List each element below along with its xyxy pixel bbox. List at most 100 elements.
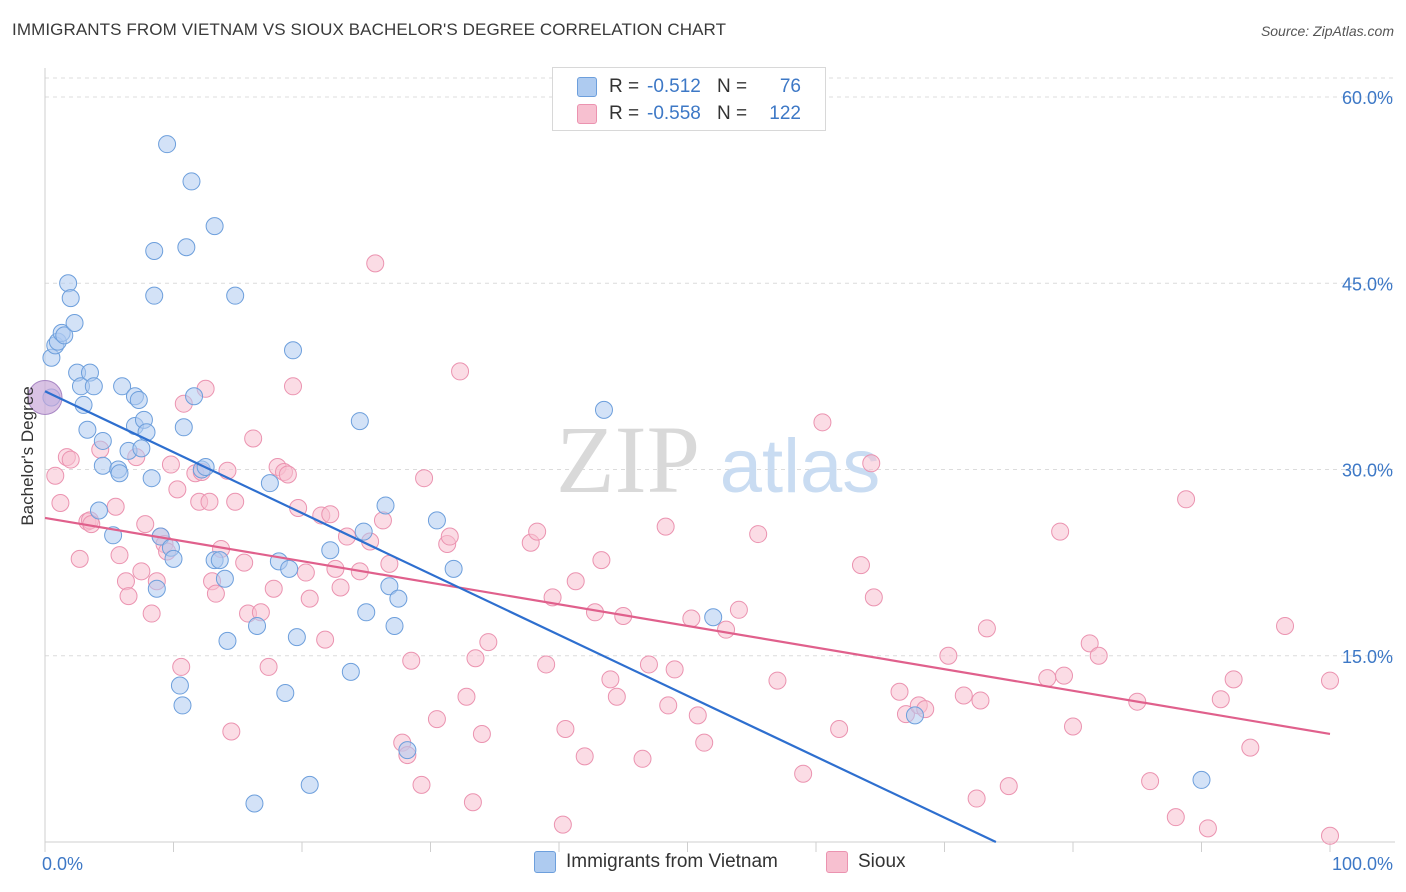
sioux-point	[46, 466, 65, 485]
sioux-point	[1177, 490, 1196, 509]
sioux-point	[977, 619, 996, 638]
vietnam-point	[218, 631, 237, 650]
sioux-point	[1080, 634, 1099, 653]
bottom-legend-label-vietnam: Immigrants from Vietnam	[566, 851, 778, 872]
sioux-point	[466, 649, 485, 668]
sioux-point	[659, 696, 678, 715]
sioux-point	[427, 710, 446, 729]
trendlines	[44, 390, 1331, 843]
vietnam-point	[280, 559, 299, 578]
vietnam-point	[65, 313, 84, 332]
sioux-point	[1321, 671, 1339, 690]
legend-r-value: -0.558	[647, 103, 701, 124]
sioux-point	[1055, 666, 1074, 685]
tick-labels: 15.0% 30.0% 45.0% 60.0% 0.0% 100.0%	[42, 88, 1393, 874]
sioux-point	[695, 733, 714, 752]
sioux-point	[1276, 616, 1295, 635]
vietnam-point	[55, 326, 74, 345]
sioux-point	[61, 450, 80, 469]
sioux-point	[1166, 808, 1185, 827]
bottom-legend-label-sioux: Sioux	[858, 851, 906, 872]
vietnam-point	[158, 135, 177, 154]
sioux-point	[300, 589, 319, 608]
sioux-point	[864, 588, 883, 607]
vietnam-point	[594, 400, 613, 419]
sioux-point	[1211, 690, 1230, 709]
sioux-point	[296, 563, 315, 582]
sioux-point	[967, 789, 986, 808]
sioux-point	[528, 522, 547, 541]
vietnam-point	[78, 420, 97, 439]
vietnam-point	[110, 464, 129, 483]
y-tick-label: 30.0%	[1342, 461, 1393, 481]
sioux-point	[142, 604, 161, 623]
sioux-point	[415, 469, 434, 488]
sioux-point	[592, 551, 611, 570]
sioux-point	[119, 587, 138, 606]
sioux-point	[830, 720, 849, 739]
sioux-point	[244, 429, 263, 448]
vietnam-point	[182, 172, 201, 191]
vietnam-point	[300, 775, 319, 794]
sioux-point	[412, 775, 431, 794]
sioux-point	[607, 687, 626, 706]
legend-n-label: N =	[717, 103, 748, 124]
vietnam-point	[354, 522, 373, 541]
y-tick-label: 15.0%	[1342, 647, 1393, 667]
sioux-point	[601, 670, 620, 689]
sioux-point	[1089, 646, 1108, 665]
legend-swatch-sioux	[577, 104, 597, 124]
sioux-point	[537, 655, 556, 674]
y-tick-label: 45.0%	[1342, 274, 1393, 294]
sioux-point	[70, 549, 89, 568]
vietnam-point	[205, 217, 224, 236]
legend-n-label: N =	[717, 76, 748, 97]
vietnam-point	[132, 439, 151, 458]
vietnam-point	[248, 616, 267, 635]
vietnam-point	[444, 559, 463, 578]
vietnam-point	[357, 603, 376, 622]
vietnam-point	[170, 676, 189, 695]
legend-r-label: R =	[609, 103, 640, 124]
sioux-point	[463, 793, 482, 812]
legend-n-value: 122	[769, 103, 801, 124]
sioux-point	[939, 646, 958, 665]
sioux-point	[284, 377, 303, 396]
watermark: ZIP atlas	[556, 406, 880, 513]
vietnam-point	[704, 608, 723, 627]
vietnam-point	[61, 289, 80, 308]
legend-n-value: 76	[779, 76, 801, 97]
y-axis-label: Bachelor's Degree	[18, 386, 37, 525]
sioux-point	[566, 572, 585, 591]
sioux-point	[682, 609, 701, 628]
vietnam-point	[89, 501, 108, 520]
vietnam-point	[145, 241, 164, 260]
axes	[44, 68, 1395, 852]
vietnam-point	[276, 684, 295, 702]
sioux-trendline	[44, 516, 1331, 736]
sioux-point	[136, 515, 155, 534]
vietnam-point-large	[27, 379, 63, 415]
vietnam-point	[389, 589, 408, 608]
y-tick-label: 60.0%	[1342, 88, 1393, 108]
legend-row-sioux: R = -0.558 N = 122	[577, 102, 801, 126]
sioux-point	[440, 527, 459, 546]
sioux-point	[402, 651, 421, 670]
sioux-point	[1241, 738, 1260, 757]
sioux-point	[116, 572, 135, 591]
vietnam-point	[147, 579, 166, 598]
chart-title: IMMIGRANTS FROM VIETNAM VS SIOUX BACHELO…	[12, 20, 727, 39]
sioux-points	[46, 254, 1339, 845]
sioux-point	[639, 655, 658, 674]
sioux-point	[206, 584, 225, 603]
vietnam-point	[174, 418, 193, 437]
vietnam-point	[173, 696, 192, 715]
sioux-point	[1321, 826, 1339, 845]
sioux-point	[688, 706, 707, 725]
sioux-point	[890, 682, 909, 701]
sioux-point	[51, 494, 70, 513]
sioux-point	[222, 722, 241, 741]
vietnam-point	[142, 469, 161, 488]
sioux-point	[457, 687, 476, 706]
